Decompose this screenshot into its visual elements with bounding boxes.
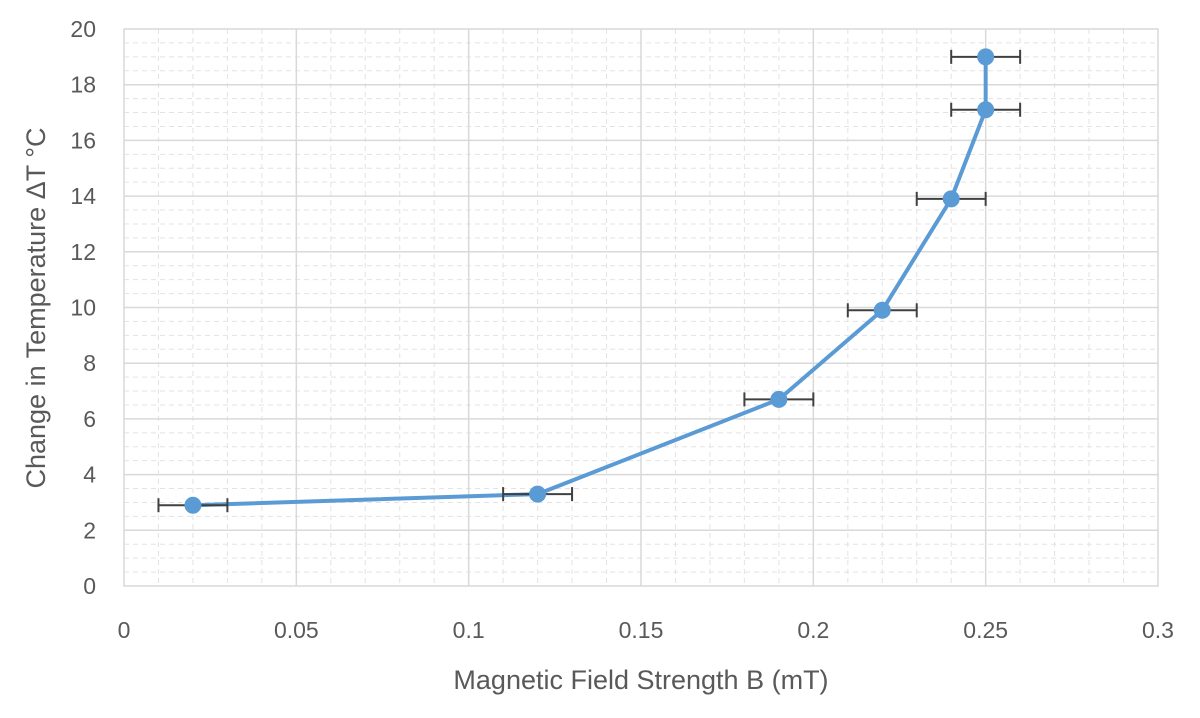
y-tick-label: 10 — [70, 295, 96, 321]
y-tick-label: 2 — [83, 517, 96, 543]
error-bars-group — [157, 49, 1022, 513]
y-axis-title: Change in Temperature ΔT °C — [21, 127, 51, 488]
data-point — [184, 496, 202, 514]
data-markers-group — [184, 48, 995, 514]
x-tick-label: 0 — [118, 617, 131, 643]
data-point — [942, 190, 960, 208]
x-tick-label: 0.3 — [1142, 617, 1174, 643]
data-point — [873, 301, 891, 319]
y-tick-label: 0 — [83, 573, 96, 599]
major-gridlines — [124, 29, 1158, 586]
y-tick-label: 4 — [83, 462, 96, 488]
y-tick-label: 8 — [83, 350, 96, 376]
x-tick-label: 0.2 — [797, 617, 829, 643]
data-point — [529, 485, 547, 503]
x-tick-label: 0.15 — [619, 617, 664, 643]
data-point — [977, 48, 995, 66]
x-axis-title: Magnetic Field Strength B (mT) — [453, 665, 828, 695]
x-tick-label: 0.25 — [963, 617, 1008, 643]
plot-area-border — [123, 28, 1159, 587]
data-point — [770, 390, 788, 408]
x-tick-label: 0.05 — [274, 617, 319, 643]
y-tick-labels: 0 2 4 6 8 10 12 14 16 18 20 — [70, 16, 96, 599]
x-tick-labels: 0 0.05 0.1 0.15 0.2 0.25 0.3 — [118, 617, 1174, 643]
y-tick-label: 6 — [83, 406, 96, 432]
series-line — [190, 54, 988, 508]
x-tick-label: 0.1 — [453, 617, 485, 643]
y-tick-label: 16 — [70, 127, 96, 153]
y-tick-label: 18 — [70, 72, 96, 98]
y-tick-label: 20 — [70, 16, 96, 42]
data-point — [977, 101, 995, 119]
series-line-group — [190, 54, 988, 508]
y-tick-label: 14 — [70, 183, 96, 209]
y-tick-label: 12 — [70, 239, 96, 265]
